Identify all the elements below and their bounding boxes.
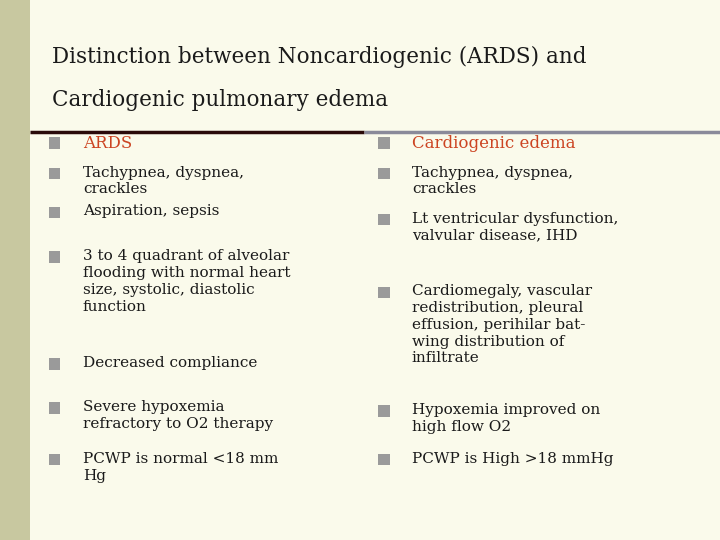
Text: Hypoxemia improved on
high flow O2: Hypoxemia improved on high flow O2	[412, 403, 600, 434]
Bar	[378, 287, 390, 298]
Bar	[49, 454, 60, 465]
Text: Decreased compliance: Decreased compliance	[83, 356, 257, 370]
Text: Distinction between Noncardiogenic (ARDS) and: Distinction between Noncardiogenic (ARDS…	[52, 46, 586, 68]
Bar	[378, 454, 390, 465]
Bar	[49, 359, 60, 370]
Bar	[378, 406, 390, 417]
Text: Aspiration, sepsis: Aspiration, sepsis	[83, 205, 219, 219]
Bar	[49, 402, 60, 414]
Text: Cardiogenic edema: Cardiogenic edema	[412, 135, 575, 152]
Text: PCWP is normal <18 mm
Hg: PCWP is normal <18 mm Hg	[83, 452, 278, 483]
Bar	[49, 137, 60, 148]
Text: ARDS: ARDS	[83, 135, 132, 152]
Text: PCWP is High >18 mmHg: PCWP is High >18 mmHg	[412, 452, 613, 466]
Bar	[49, 168, 60, 179]
Text: Severe hypoxemia
refractory to O2 therapy: Severe hypoxemia refractory to O2 therap…	[83, 400, 273, 431]
Text: Tachypnea, dyspnea,
crackles: Tachypnea, dyspnea, crackles	[412, 166, 573, 197]
Bar	[0, 0, 30, 540]
Text: Cardiomegaly, vascular
redistribution, pleural
effusion, perihilar bat-
wing dis: Cardiomegaly, vascular redistribution, p…	[412, 285, 592, 366]
Bar	[49, 252, 60, 263]
Text: Lt ventricular dysfunction,
valvular disease, IHD: Lt ventricular dysfunction, valvular dis…	[412, 212, 618, 242]
Text: Tachypnea, dyspnea,
crackles: Tachypnea, dyspnea, crackles	[83, 166, 244, 197]
Text: Cardiogenic pulmonary edema: Cardiogenic pulmonary edema	[52, 89, 388, 111]
Bar	[378, 168, 390, 179]
Bar	[49, 207, 60, 218]
Bar	[378, 137, 390, 148]
Text: 3 to 4 quadrant of alveolar
flooding with normal heart
size, systolic, diastolic: 3 to 4 quadrant of alveolar flooding wit…	[83, 249, 290, 314]
Bar	[378, 214, 390, 225]
